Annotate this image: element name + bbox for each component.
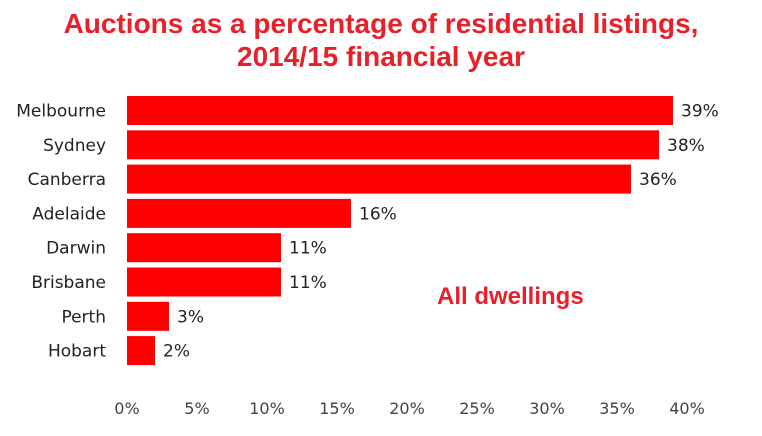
- bar-darwin: [127, 233, 281, 263]
- category-label-brisbane: Brisbane: [31, 273, 106, 293]
- bar-brisbane: [127, 267, 281, 297]
- category-label-hobart: Hobart: [48, 342, 106, 362]
- bar-sydney: [127, 130, 659, 160]
- bar-hobart: [127, 336, 155, 366]
- value-label-sydney: 38%: [667, 136, 705, 156]
- x-tick-label-0: 0%: [114, 399, 139, 418]
- category-label-perth: Perth: [61, 307, 106, 327]
- x-tick-label-25: 25%: [459, 399, 495, 418]
- x-tick-label-5: 5%: [184, 399, 209, 418]
- x-axis-tick-labels: 0% 5% 10% 15% 20% 25% 30% 35% 40%: [114, 399, 704, 418]
- bar-melbourne: [127, 96, 673, 125]
- value-label-adelaide: 16%: [359, 204, 397, 224]
- value-label-melbourne: 39%: [681, 102, 719, 122]
- x-tick-label-35: 35%: [599, 399, 635, 418]
- x-tick-label-30: 30%: [529, 399, 565, 418]
- x-tick-label-10: 10%: [249, 399, 285, 418]
- value-label-darwin: 11%: [289, 239, 327, 259]
- chart-annotation: All dwellings: [437, 283, 584, 310]
- value-label-canberra: 36%: [639, 170, 677, 190]
- bar-canberra: [127, 164, 631, 194]
- category-label-canberra: Canberra: [28, 170, 106, 190]
- chart-title-line-1: Auctions as a percentage of residential …: [63, 8, 699, 39]
- value-label-brisbane: 11%: [289, 273, 327, 293]
- value-label-hobart: 2%: [163, 342, 190, 362]
- value-labels: 39% 38% 36% 16% 11% 11% 3% 2%: [163, 102, 719, 362]
- chart-title-line-2: 2014/15 financial year: [237, 41, 525, 72]
- category-label-melbourne: Melbourne: [16, 102, 106, 122]
- category-labels: Melbourne Sydney Canberra Adelaide Darwin Bri…: [16, 102, 106, 362]
- category-label-darwin: Darwin: [46, 239, 106, 259]
- category-label-adelaide: Adelaide: [32, 204, 106, 224]
- x-tick-label-20: 20%: [389, 399, 425, 418]
- category-label-sydney: Sydney: [43, 136, 106, 156]
- bar-adelaide: [127, 198, 351, 228]
- value-label-perth: 3%: [177, 307, 204, 327]
- x-tick-label-15: 15%: [319, 399, 355, 418]
- bar-perth: [127, 301, 169, 331]
- bars-group: [127, 96, 673, 366]
- x-tick-label-40: 40%: [669, 399, 705, 418]
